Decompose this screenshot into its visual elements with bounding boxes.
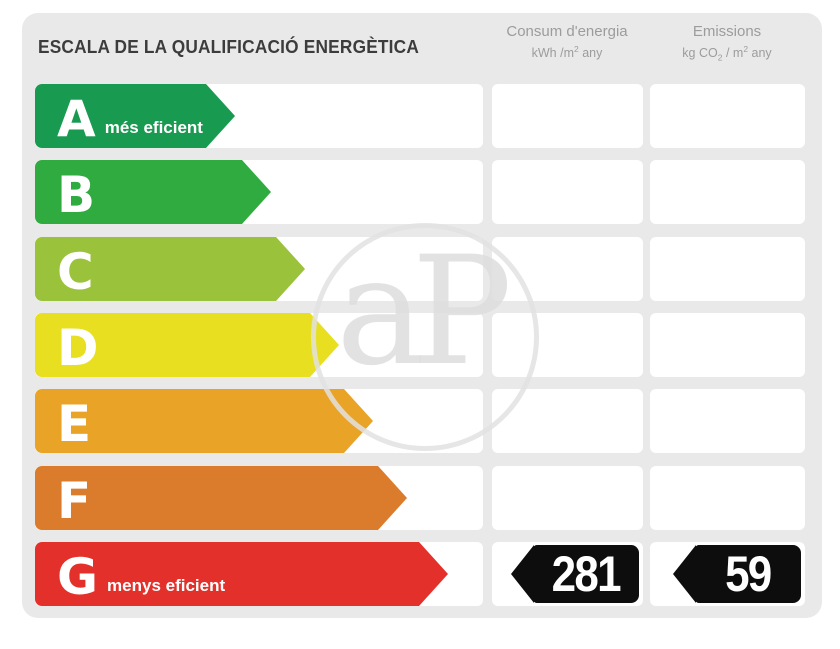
emissions-cell bbox=[650, 389, 805, 454]
rating-row-f: F bbox=[22, 465, 822, 530]
consumption-cell bbox=[492, 389, 643, 454]
consumption-value: 281 bbox=[551, 545, 622, 602]
rating-row-c: C bbox=[22, 236, 822, 301]
rating-row-g: 281 59 G menys eficient bbox=[22, 541, 822, 606]
rating-row-b: B bbox=[22, 160, 822, 225]
consumption-column-header: Consum d'energia kWh /m2 any bbox=[477, 23, 657, 62]
emissions-cell bbox=[650, 465, 805, 530]
emissions-cell: 59 bbox=[650, 541, 805, 606]
rating-row-a: A més eficient bbox=[22, 84, 822, 148]
emissions-column-header: Emissions kg CO2 / m2 any bbox=[637, 23, 817, 63]
emissions-value-badge: 59 bbox=[673, 544, 801, 603]
consumption-column-title: Consum d'energia bbox=[506, 23, 628, 40]
rating-arrow-b: B bbox=[35, 160, 271, 225]
rating-arrow-c: C bbox=[35, 236, 305, 301]
arrow-tip-icon bbox=[378, 465, 407, 530]
consumption-cell: 281 bbox=[492, 541, 643, 606]
badge-left-arrow-icon bbox=[673, 544, 696, 603]
rating-letter: D bbox=[57, 318, 99, 377]
energy-scale-panel: ESCALA DE LA QUALIFICACIÓ ENERGÈTICA Con… bbox=[22, 13, 822, 618]
consumption-cell bbox=[492, 236, 643, 301]
consumption-cell bbox=[492, 84, 643, 148]
ratings-rows: A més eficient B bbox=[22, 13, 822, 618]
emissions-cell bbox=[650, 160, 805, 225]
arrow-tip-icon bbox=[206, 84, 235, 148]
rating-arrow-a: A més eficient bbox=[35, 84, 235, 148]
badge-left-arrow-icon bbox=[511, 544, 534, 603]
rating-letter: F bbox=[57, 471, 92, 530]
consumption-cell bbox=[492, 465, 643, 530]
rating-letter: B bbox=[57, 166, 96, 225]
rating-letter: E bbox=[57, 395, 92, 454]
rating-letter: C bbox=[57, 242, 94, 301]
arrow-tip-icon bbox=[310, 312, 339, 377]
consumption-value-badge: 281 bbox=[511, 544, 639, 603]
arrow-tip-icon bbox=[419, 541, 448, 606]
emissions-cell bbox=[650, 236, 805, 301]
consumption-cell bbox=[492, 160, 643, 225]
consumption-cell bbox=[492, 312, 643, 377]
rating-arrow-d: D bbox=[35, 312, 339, 377]
consumption-column-unit: kWh /m2 any bbox=[531, 43, 603, 60]
rating-label: menys eficient bbox=[107, 575, 226, 595]
emissions-column-title: Emissions bbox=[692, 23, 762, 40]
emissions-cell bbox=[650, 312, 805, 377]
arrow-tip-icon bbox=[344, 389, 373, 454]
arrow-tip-icon bbox=[276, 236, 305, 301]
rating-arrow-g: G menys eficient bbox=[35, 541, 448, 606]
emissions-cell bbox=[650, 84, 805, 148]
arrow-tip-icon bbox=[242, 160, 271, 225]
panel-title: ESCALA DE LA QUALIFICACIÓ ENERGÈTICA bbox=[38, 37, 419, 57]
rating-label: més eficient bbox=[104, 118, 203, 137]
emissions-value: 59 bbox=[725, 545, 772, 602]
emissions-column-unit: kg CO2 / m2 any bbox=[682, 43, 772, 63]
rating-row-e: E bbox=[22, 389, 822, 454]
rating-row-d: D bbox=[22, 312, 822, 377]
rating-arrow-f: F bbox=[35, 465, 407, 530]
rating-letter: G bbox=[57, 547, 99, 606]
rating-letter: A bbox=[57, 90, 96, 148]
rating-arrow-e: E bbox=[35, 389, 373, 454]
